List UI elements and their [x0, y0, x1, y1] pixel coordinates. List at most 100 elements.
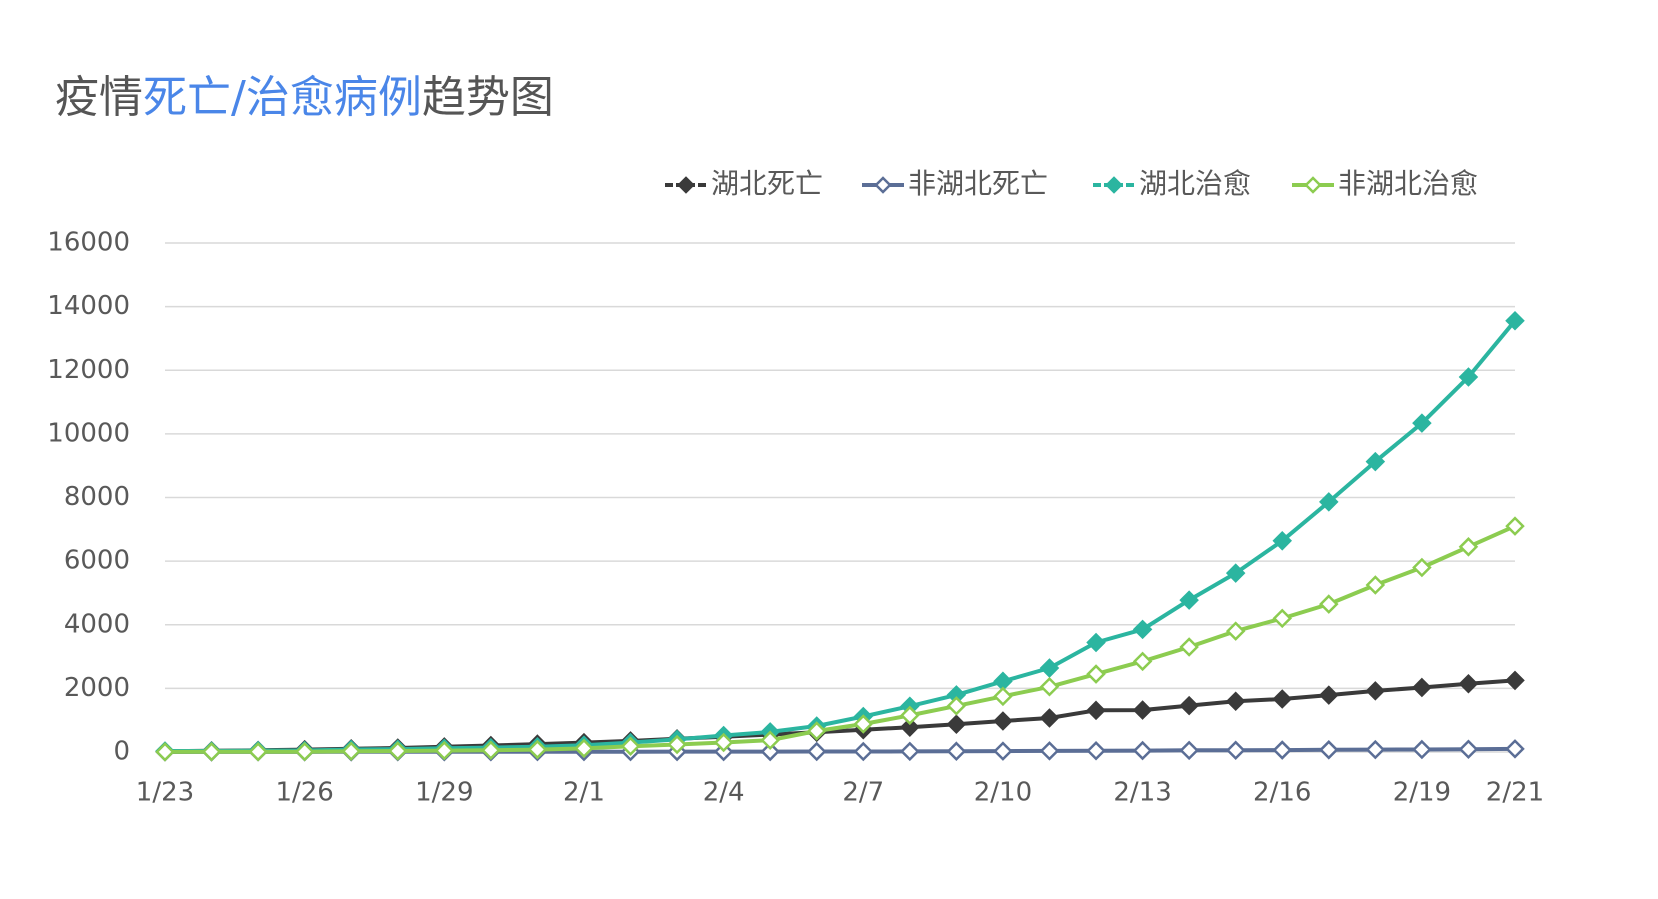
chart-title: 疫情死亡/治愈病例趋势图	[55, 72, 554, 123]
series-line	[165, 319, 1517, 753]
data-point	[1086, 664, 1106, 684]
data-point	[1086, 632, 1106, 653]
y-tick-label: 6000	[64, 546, 130, 576]
data-point	[1505, 739, 1525, 759]
x-tick-label: 1/26	[275, 778, 333, 808]
data-point	[527, 739, 548, 760]
data-point	[1319, 740, 1339, 760]
y-tick-label: 8000	[64, 482, 130, 512]
legend-label: 非湖北治愈	[1338, 167, 1478, 200]
legend-marker	[677, 176, 695, 194]
data-point	[1225, 740, 1246, 760]
data-point	[1086, 700, 1106, 721]
data-point	[1458, 537, 1479, 557]
legend-label: 湖北死亡	[711, 167, 823, 200]
data-point	[993, 741, 1013, 761]
data-point	[806, 741, 827, 762]
y-tick-label: 12000	[47, 355, 130, 385]
data-point	[1272, 740, 1293, 760]
data-point	[1365, 681, 1386, 701]
x-tick-label: 2/10	[974, 778, 1032, 808]
series-line	[164, 524, 1516, 754]
data-point	[341, 741, 361, 762]
legend-label: 非湖北死亡	[908, 167, 1048, 200]
data-point	[713, 732, 734, 753]
data-point	[1132, 651, 1153, 672]
data-point	[155, 742, 175, 762]
data-point	[1412, 557, 1432, 578]
data-point	[1272, 531, 1293, 551]
y-tick-label: 16000	[47, 228, 130, 258]
x-tick-label: 2/1	[563, 778, 605, 808]
data-point	[993, 686, 1013, 707]
data-point	[1039, 708, 1060, 728]
x-tick-label: 2/7	[842, 778, 884, 808]
data-point	[667, 734, 687, 755]
legend-marker	[1304, 176, 1322, 194]
y-tick-label: 0	[113, 737, 130, 767]
data-point	[853, 741, 874, 762]
x-tick-label: 2/4	[703, 778, 745, 808]
data-point	[1086, 740, 1106, 761]
data-point	[946, 741, 967, 761]
data-point	[1505, 670, 1525, 691]
x-tick-label: 2/19	[1393, 778, 1451, 808]
data-point	[1319, 594, 1339, 614]
y-tick-label: 14000	[47, 291, 130, 321]
data-point	[1505, 310, 1525, 331]
data-point	[248, 742, 268, 762]
data-point	[1319, 492, 1339, 512]
data-point	[434, 740, 455, 761]
data-point	[853, 714, 874, 734]
data-point	[1039, 658, 1060, 678]
data-point	[1319, 685, 1339, 705]
data-point	[1132, 619, 1153, 640]
x-tick-label: 2/21	[1486, 778, 1544, 808]
data-point	[946, 696, 967, 716]
data-point	[620, 736, 641, 757]
title-part: 趋势图	[422, 72, 554, 123]
data-point	[900, 717, 920, 737]
data-point	[1225, 691, 1246, 711]
data-point	[1458, 674, 1479, 694]
legend-marker	[874, 176, 892, 194]
data-point	[1272, 689, 1293, 709]
title-part: 死亡/治愈病例	[143, 72, 422, 123]
data-point	[1412, 739, 1432, 760]
data-point	[1412, 677, 1432, 698]
data-point	[993, 711, 1013, 731]
data-point	[760, 741, 780, 762]
data-point	[1365, 575, 1386, 595]
data-point	[1179, 695, 1199, 716]
data-point	[1505, 516, 1525, 536]
x-tick-label: 2/16	[1253, 778, 1311, 808]
data-point	[1272, 608, 1293, 629]
data-point	[1458, 367, 1479, 387]
x-tick-label: 1/29	[415, 778, 473, 808]
title-part: 疫情	[55, 72, 143, 123]
x-tick-label: 2/13	[1113, 778, 1171, 808]
legend-marker	[1105, 176, 1123, 194]
legend-label: 湖北治愈	[1139, 167, 1251, 200]
data-point	[1179, 637, 1199, 657]
data-point	[760, 730, 780, 750]
data-point	[1039, 677, 1060, 697]
x-tick-label: 1/23	[136, 778, 194, 808]
data-point	[900, 741, 920, 762]
data-point	[574, 738, 594, 759]
data-point	[201, 742, 222, 762]
data-point	[946, 714, 967, 735]
data-point	[294, 741, 315, 762]
data-point	[1179, 740, 1199, 761]
data-point	[1132, 700, 1153, 720]
data-point	[1132, 740, 1153, 761]
y-tick-label: 2000	[64, 673, 130, 703]
data-point	[1225, 563, 1246, 583]
series-line	[164, 678, 1516, 754]
data-point	[900, 705, 920, 726]
y-tick-label: 10000	[47, 418, 130, 448]
data-point	[387, 741, 408, 761]
data-point	[806, 721, 827, 741]
data-point	[1225, 621, 1246, 641]
